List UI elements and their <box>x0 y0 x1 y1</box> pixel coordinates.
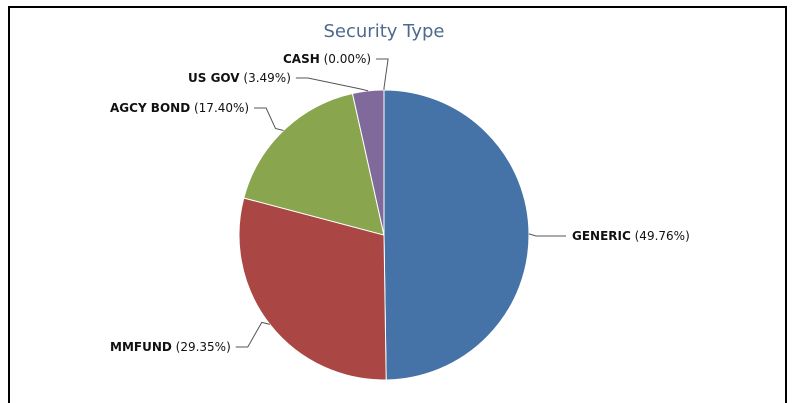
pie-label-mmfund: MMFUND (29.35%) <box>110 340 231 354</box>
pie-label-agcy-bond: AGCY BOND (17.40%) <box>110 101 249 115</box>
leader-line-agcy-bond <box>254 107 284 131</box>
pie-label-us-gov: US GOV (3.49%) <box>188 71 291 85</box>
pie-slices <box>238 89 530 381</box>
leader-line-us-gov <box>295 77 369 92</box>
pie-slice-mmfund[interactable] <box>238 197 387 381</box>
leader-line-generic <box>528 233 566 237</box>
pie-slice-generic[interactable] <box>383 89 530 381</box>
pie-labels: GENERIC (49.76%) MMFUND (29.35%) AGCY BOND… <box>110 52 690 354</box>
pie-label-cash: CASH (0.00%) <box>283 52 371 66</box>
leader-line-cash <box>376 58 389 90</box>
pie-label-generic: GENERIC (49.76%) <box>572 229 690 243</box>
chart-title: Security Type <box>324 21 445 42</box>
leader-line-mmfund <box>235 321 270 348</box>
